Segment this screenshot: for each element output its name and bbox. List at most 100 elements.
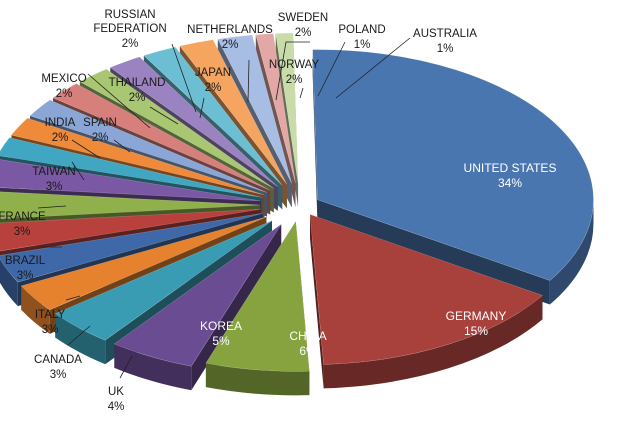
slice-label-france: FRANCE 3% <box>0 211 46 238</box>
slice-value: 2% <box>56 88 73 100</box>
slice-label-thailand: THAILAND 2% <box>109 77 166 104</box>
slice-label-sweden: SWEDEN 2% <box>278 12 328 39</box>
slice-name: INDIA <box>45 117 76 129</box>
leader-line-india <box>71 139 101 159</box>
slice-label-canada: CANADA 3% <box>34 354 82 381</box>
slices-layer <box>0 32 594 396</box>
leader-line-italy <box>65 295 81 301</box>
slice-top <box>113 224 282 367</box>
slice-top <box>0 137 263 198</box>
slice-label-india: INDIA 2% <box>45 117 76 144</box>
leader-lines-layer <box>37 37 411 379</box>
slice-label-mexico: MEXICO 2% <box>41 73 86 100</box>
slice-value: 6% <box>299 344 317 358</box>
slice-name: THAILAND <box>109 77 166 89</box>
slice-name: NETHERLANDS <box>187 24 273 36</box>
slice-top <box>0 159 261 202</box>
pie-slice-korea <box>113 224 282 391</box>
slice-wall <box>191 224 282 391</box>
slice-top <box>10 117 265 196</box>
slice-value: 3% <box>17 270 34 282</box>
slice-name: AUSTRALIA <box>413 28 477 40</box>
slice-name: CHINA <box>289 329 326 343</box>
slice-value: 3% <box>42 324 59 336</box>
slice-name: GERMANY <box>446 309 507 323</box>
leader-line-spain <box>113 139 131 153</box>
leader-line-poland <box>317 41 346 97</box>
slice-top <box>255 33 296 184</box>
slice-value: 2% <box>295 27 312 39</box>
slice-value: 1% <box>437 43 454 55</box>
leader-line-norway <box>299 87 304 99</box>
leader-line-netherlands <box>247 59 250 103</box>
slice-name: RUSSIAN <box>104 9 155 21</box>
slice-label-china: CHINA 6% <box>289 329 326 358</box>
slice-wall <box>310 214 324 389</box>
slice-name: FRANCE <box>0 211 46 223</box>
leader-line-france <box>37 205 67 209</box>
slice-top <box>79 68 274 189</box>
slice-top <box>20 216 267 311</box>
leader-line-japan <box>199 97 205 119</box>
leader-line-mexico <box>87 73 151 129</box>
slice-top <box>312 49 594 281</box>
leader-line-thailand <box>149 106 179 125</box>
slice-name: ITALY <box>35 309 66 321</box>
slice-value: 3% <box>14 226 31 238</box>
leader-line-sweden <box>275 41 310 101</box>
slice-top <box>217 34 293 184</box>
slice-value: 1% <box>354 39 371 51</box>
slice-label-korea: KOREA 5% <box>200 319 242 348</box>
slice-value: 5% <box>212 334 230 348</box>
slice-top <box>29 99 268 193</box>
slice-label-australia: AUSTRALIA 1% <box>413 28 477 55</box>
pie-slice-germany <box>309 214 544 389</box>
slice-wall <box>312 49 318 224</box>
slice-name: KOREA <box>200 319 242 333</box>
slice-name: UK <box>108 386 124 398</box>
slice-name: SWEDEN <box>278 12 328 24</box>
slice-top <box>179 39 288 185</box>
slice-name: SPAIN <box>83 117 117 129</box>
labels-layer: UNITED STATES 34% GERMANY 15% CHINA 6% KOREA 5%… <box>0 9 556 413</box>
slice-label-germany: GERMANY 15% <box>446 309 507 338</box>
slice-top <box>0 191 261 220</box>
slice-value: 2% <box>286 74 303 86</box>
slice-label-netherlands: NETHERLANDS 2% <box>187 24 273 51</box>
slice-side <box>55 313 106 365</box>
slice-value: 34% <box>498 176 522 190</box>
slice-label-italy: ITALY 3% <box>35 309 66 336</box>
slice-label-uk: UK 4% <box>108 386 125 413</box>
leader-line-canada <box>67 325 91 346</box>
slice-side <box>0 258 18 307</box>
leader-line-russian-federation <box>171 43 197 113</box>
slice-name: MEXICO <box>41 73 86 85</box>
slice-label-japan: JAPAN 2% <box>195 67 231 94</box>
slice-value: 2% <box>122 38 139 50</box>
slice-value: 2% <box>129 92 146 104</box>
slice-name: BRAZIL <box>5 255 46 267</box>
slice-side <box>549 199 594 305</box>
slice-label-norway: NORWAY 2% <box>269 59 320 86</box>
slice-value: 15% <box>464 324 488 338</box>
pie-slice-china <box>205 220 310 396</box>
slice-label-brazil: BRAZIL 3% <box>5 255 46 282</box>
slice-label-taiwan: TAIWAN 3% <box>32 166 75 193</box>
slice-name: NORWAY <box>269 59 320 71</box>
slice-top <box>143 46 283 186</box>
slice-name: JAPAN <box>195 67 231 79</box>
slice-value: 2% <box>92 132 109 144</box>
slice-value: 4% <box>108 401 125 413</box>
leader-line-australia <box>335 37 411 99</box>
slice-top <box>109 56 278 187</box>
slice-top <box>0 208 261 252</box>
slice-label-russian-federation: RUSSIAN FEDERATION 2% <box>93 9 166 50</box>
slice-name: TAIWAN <box>32 166 75 178</box>
slice-top <box>52 83 271 191</box>
slice-name: FEDERATION <box>93 23 166 35</box>
slice-side <box>21 285 50 334</box>
leader-line-uk <box>119 355 133 379</box>
slice-value: 3% <box>50 369 67 381</box>
slice-value: 3% <box>46 181 63 193</box>
